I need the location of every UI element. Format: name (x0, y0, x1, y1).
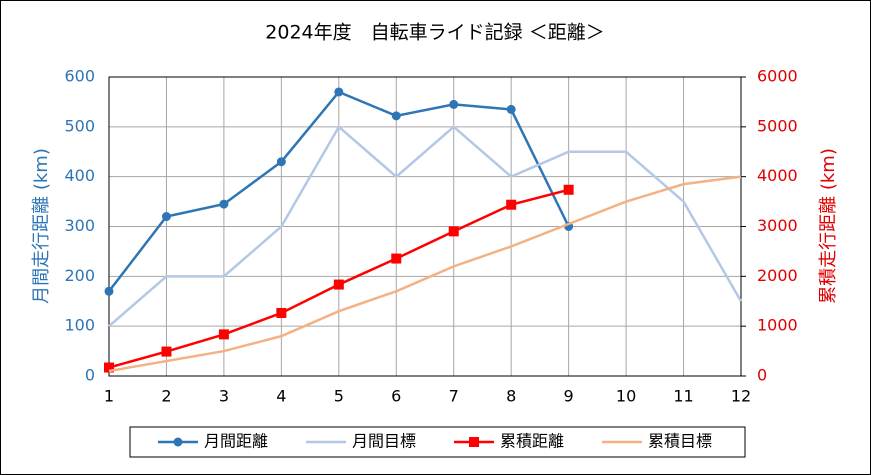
y2-tick-label: 4000 (757, 166, 798, 185)
point (161, 212, 171, 222)
legend-label: 月間目標 (352, 432, 416, 451)
point (563, 184, 574, 195)
point (334, 87, 344, 97)
legend-marker (173, 437, 183, 447)
point (219, 199, 229, 209)
point (104, 362, 114, 373)
y2-tick-label: 6000 (757, 67, 798, 86)
y-tick-label: 100 (64, 316, 95, 335)
x-tick-label: 1 (104, 387, 114, 406)
point (276, 157, 286, 167)
x-tick-label: 10 (616, 387, 636, 406)
y2-tick-label: 3000 (757, 216, 798, 235)
point (218, 329, 229, 340)
y-tick-label: 400 (64, 166, 95, 185)
x-tick-label: 7 (449, 387, 459, 406)
y2-tick-label: 5000 (757, 116, 798, 135)
x-tick-label: 12 (731, 387, 751, 406)
point (506, 104, 516, 114)
point (391, 253, 402, 264)
y-tick-label: 0 (85, 366, 95, 385)
x-tick-label: 6 (391, 387, 401, 406)
point (391, 111, 401, 121)
point (448, 226, 459, 237)
x-tick-label: 5 (334, 387, 344, 406)
y-tick-label: 200 (64, 266, 95, 285)
x-tick-label: 3 (219, 387, 229, 406)
point (449, 99, 459, 109)
legend-label: 月間距離 (204, 432, 268, 451)
point (161, 346, 172, 357)
legend-label: 累積距離 (500, 432, 564, 451)
y-tick-label: 500 (64, 116, 95, 135)
y2-axis-label: 累積走行距離 (km) (818, 148, 839, 304)
legend-box (129, 426, 746, 458)
x-tick-label: 9 (564, 387, 574, 406)
point (506, 199, 517, 210)
y-tick-label: 600 (64, 67, 95, 86)
point (333, 279, 344, 290)
point (104, 286, 114, 296)
series-line (108, 175, 742, 373)
x-tick-label: 4 (276, 387, 286, 406)
y-tick-label: 300 (64, 216, 95, 235)
legend-label: 累積目標 (648, 432, 712, 451)
x-tick-label: 11 (673, 387, 693, 406)
series-line (108, 124, 743, 328)
y2-tick-label: 1000 (757, 316, 798, 335)
y2-tick-label: 2000 (757, 266, 798, 285)
x-tick-label: 8 (506, 387, 516, 406)
legend-marker (469, 437, 479, 447)
point (276, 307, 287, 318)
chart-title: 2024年度 自転車ライド記録 ＜距離＞ (265, 22, 604, 44)
plot-border (108, 76, 742, 377)
y-axis-label: 月間走行距離 (km) (31, 148, 52, 304)
y2-tick-label: 0 (757, 366, 767, 385)
x-tick-label: 2 (161, 387, 171, 406)
